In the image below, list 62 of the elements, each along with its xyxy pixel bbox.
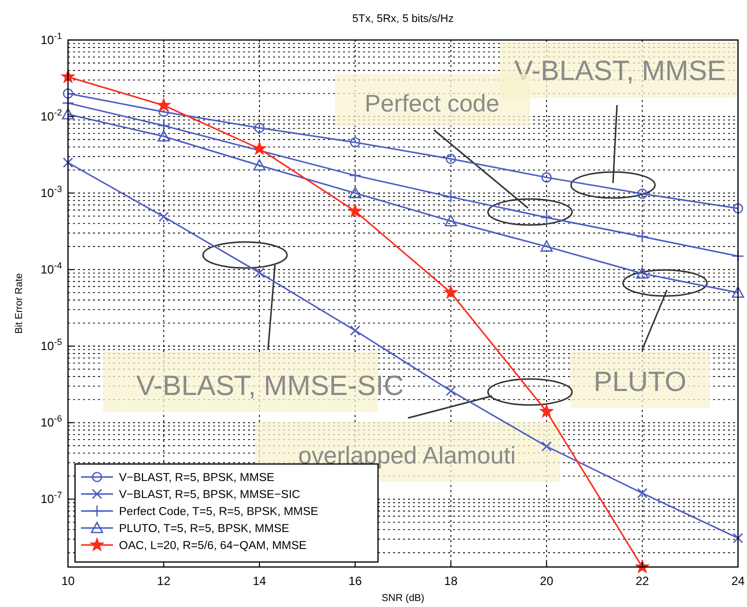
point: [252, 142, 266, 154]
point: [62, 88, 74, 99]
point: [350, 137, 360, 148]
legend-label: V−BLAST, R=5, BPSK, MMSE: [119, 472, 275, 484]
point: [254, 122, 265, 134]
legend-label: V−BLAST, R=5, BPSK, MMSE−SIC: [119, 489, 300, 501]
point: [732, 532, 744, 544]
annotation: V-BLAST, MMSE-SIC: [136, 370, 404, 401]
point: [253, 159, 266, 171]
x-tick-label: 12: [157, 574, 171, 588]
point: [350, 325, 360, 336]
point: [637, 488, 648, 498]
point: [446, 154, 456, 164]
point: [254, 268, 265, 278]
x-tick-label: 18: [444, 574, 458, 588]
point: [540, 404, 554, 418]
annotation: V-BLAST, MMSE: [514, 54, 726, 86]
y-axis-title: Bit Error Rate: [14, 272, 25, 334]
y-tick-label: 10$^{-1}$: [40, 31, 62, 47]
annotation: Perfect code: [364, 90, 500, 118]
x-tick-label: 22: [636, 574, 650, 588]
y-tick-label: 10$^{-2}$: [40, 108, 62, 124]
legend-label: Perfect Code, T=5, R=5, BPSK, MMSE: [119, 506, 319, 518]
point: [444, 286, 458, 298]
point: [541, 441, 552, 452]
y-tick-label: 10$^{-6}$: [40, 414, 62, 430]
point: [444, 190, 458, 204]
y-tick-label: 10$^{-3}$: [40, 184, 62, 200]
x-axis-title: SNR (dB): [382, 593, 424, 604]
point: [732, 203, 744, 214]
legend-label: PLUTO, T=5, R=5, BPSK, MMSE: [119, 523, 290, 535]
legend-label: OAC, L=20, R=5/6, 64−QAM, MMSE: [119, 540, 307, 552]
x-tick-label: 14: [252, 574, 266, 588]
point: [446, 386, 456, 396]
point: [732, 286, 744, 298]
point: [637, 188, 648, 199]
point: [541, 172, 552, 183]
chart-title: 5Tx, 5Rx, 5 bits/s/Hz: [352, 13, 454, 25]
point: [62, 157, 74, 168]
x-tick-label: 20: [540, 574, 554, 588]
point: [158, 106, 169, 118]
point: [444, 214, 458, 226]
x-tick-label: 16: [348, 574, 362, 588]
point: [348, 186, 362, 198]
x-tick-label: 24: [731, 574, 745, 588]
y-tick-label: 10$^{-4}$: [40, 260, 62, 277]
point: [348, 169, 362, 182]
point: [540, 211, 553, 224]
point: [158, 130, 170, 142]
point: [636, 267, 648, 279]
point: [157, 98, 170, 112]
point: [348, 204, 362, 217]
y-tick-label: 10$^{-5}$: [40, 337, 62, 354]
point: [540, 240, 553, 252]
point: [158, 212, 169, 222]
point: [62, 108, 74, 120]
annotation: overlapped Alamouti: [298, 442, 516, 470]
point: [636, 230, 648, 243]
annotation: PLUTO: [594, 366, 686, 397]
x-tick-label: 10: [61, 574, 75, 588]
point: [158, 120, 170, 132]
y-tick-label: 10$^{-7}$: [40, 490, 62, 506]
